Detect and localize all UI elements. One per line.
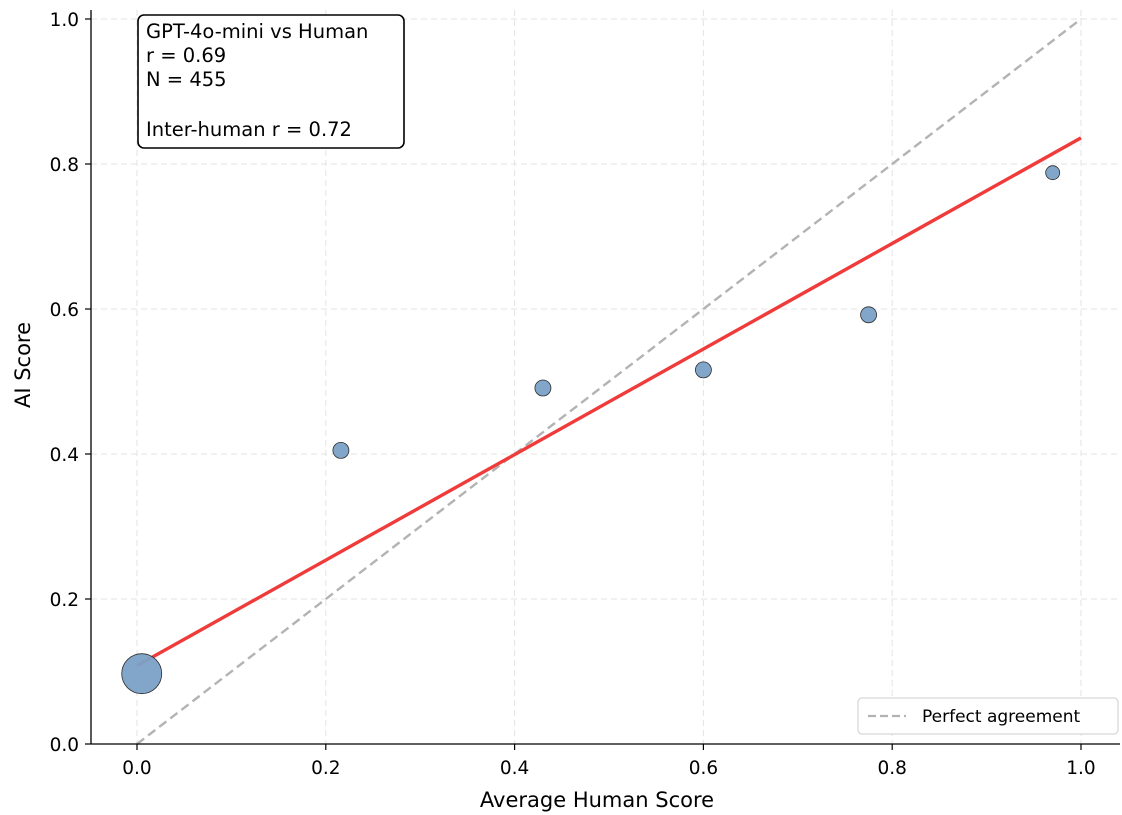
- data-point: [860, 306, 877, 324]
- perfect-agreement-line: [136, 18, 1082, 745]
- data-points: [121, 165, 1061, 695]
- annotation-line-3: N = 455: [146, 68, 227, 91]
- data-point: [1045, 165, 1061, 181]
- x-axis-label: Average Human Score: [480, 788, 714, 812]
- x-tick-label: 0.8: [877, 758, 906, 779]
- y-tick-label: 1.0: [50, 10, 79, 31]
- axes: [85, 10, 1120, 750]
- legend-label-perfect-agreement: Perfect agreement: [922, 707, 1080, 727]
- y-tick-label: 0.2: [50, 590, 79, 611]
- tick-labels: 0.0 0.2 0.4 0.6 0.8 1.0 0.0 0.2 0.4 0.6 0.8 1.0: [50, 10, 1096, 779]
- x-tick-label: 0.6: [689, 758, 718, 779]
- data-point: [332, 441, 350, 459]
- annotation-line-5: Inter-human r = 0.72: [146, 118, 352, 141]
- annotation-line-1: GPT-4o-mini vs Human: [146, 20, 368, 43]
- y-tick-label: 0.4: [50, 445, 79, 466]
- x-tick-label: 0.0: [122, 758, 151, 779]
- data-point: [121, 653, 163, 695]
- x-tick-label: 0.4: [500, 758, 529, 779]
- y-tick-label: 0.8: [50, 155, 79, 176]
- x-tick-label: 0.2: [311, 758, 340, 779]
- y-axis-label: AI Score: [11, 322, 35, 408]
- y-tick-label: 0.6: [50, 300, 79, 321]
- legend: Perfect agreement: [857, 697, 1119, 735]
- x-tick-label: 1.0: [1066, 758, 1095, 779]
- plot-lines: [136, 18, 1082, 745]
- annotation-box: GPT-4o-mini vs Human r = 0.69 N = 455 In…: [137, 14, 405, 149]
- y-tick-label: 0.0: [50, 735, 79, 756]
- fit-line: [136, 136, 1082, 668]
- annotation-line-2: r = 0.69: [146, 44, 226, 67]
- data-point: [695, 361, 712, 379]
- data-point: [534, 379, 552, 397]
